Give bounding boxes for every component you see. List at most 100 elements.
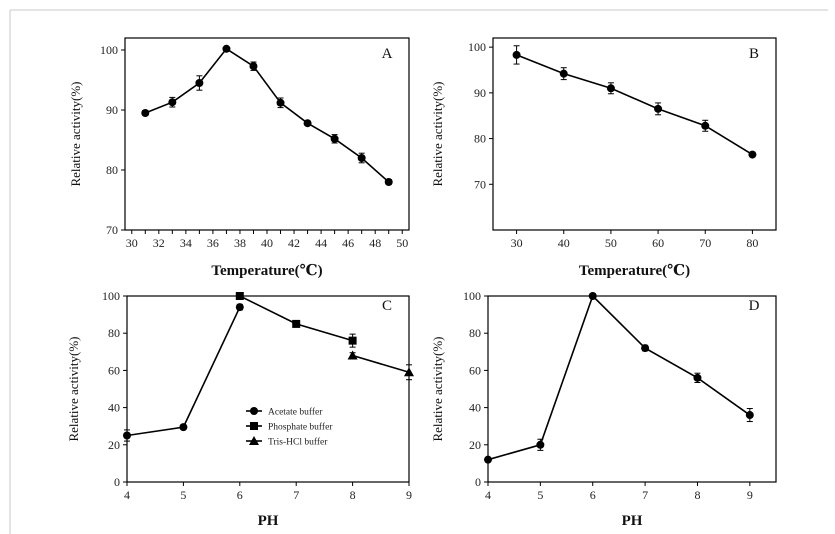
x-tick-label: 40: [558, 236, 570, 250]
y-tick-label: 90: [106, 103, 118, 117]
x-axis-title: PH: [622, 513, 643, 529]
series-line: [517, 55, 753, 155]
series-circle: [123, 303, 244, 441]
series-circle: [484, 292, 754, 464]
x-tick-label: 50: [605, 236, 617, 250]
data-point: [179, 423, 187, 431]
data-point: [141, 109, 149, 117]
x-tick-label: 80: [746, 236, 758, 250]
legend-entry: Tris-HCl buffer: [268, 437, 328, 448]
y-tick-label: 90: [474, 86, 486, 100]
data-point: [693, 374, 701, 382]
x-tick-label: 4: [485, 488, 491, 502]
panel-label: D: [749, 298, 760, 314]
legend-entry: Acetate buffer: [268, 407, 323, 418]
chart-panels: 30 32 34 36 38 40 42 44 46 48 50708090100Temperatu…: [66, 38, 776, 529]
y-axis-title: Relative activity(%): [68, 81, 83, 186]
y-tick-label: 20: [108, 438, 120, 452]
data-point: [168, 98, 176, 106]
x-axis-title: Temperature(℃): [211, 263, 322, 279]
y-tick-label: 0: [114, 475, 120, 489]
chart-panel-a: 30 32 34 36 38 40 42 44 46 48 50 70 80 90 100 Temperatu…: [68, 38, 409, 279]
x-tick-label: 34: [180, 236, 192, 250]
y-tick-label: 60: [469, 363, 481, 377]
data-point: [484, 456, 492, 464]
x-tick-label: 6: [590, 488, 596, 502]
data-point: [249, 62, 257, 70]
x-tick-label: 38: [234, 236, 246, 250]
data-point: [536, 441, 544, 449]
data-point: [607, 84, 615, 92]
data-point: [358, 154, 366, 162]
series-line: [240, 296, 353, 341]
legend-entry: Phosphate buffer: [268, 422, 333, 433]
x-tick-label: 5: [537, 488, 543, 502]
x-tick-label: 32: [153, 236, 165, 250]
y-axis-title: Relative activity(%): [430, 81, 445, 186]
data-point: [589, 292, 597, 300]
y-tick-label: 100: [102, 289, 120, 303]
data-point: [236, 292, 244, 300]
x-tick-label: 30: [511, 236, 523, 250]
plot-frame: [488, 296, 776, 482]
x-tick-label: 60: [652, 236, 664, 250]
series-line: [127, 307, 240, 435]
x-tick-label: 9: [747, 488, 753, 502]
x-tick-label: 6: [237, 488, 243, 502]
y-tick-label: 100: [100, 43, 118, 57]
data-point: [348, 351, 358, 360]
legend: Acetate buffer Phosphate buffer Tris-HCl b…: [246, 407, 333, 448]
y-tick-label: 100: [468, 40, 486, 54]
x-tick-label: 40: [261, 236, 273, 250]
y-tick-label: 40: [108, 401, 120, 415]
series-circle: [141, 45, 392, 186]
plot-frame: [493, 38, 776, 230]
x-tick-label: 4: [124, 488, 130, 502]
data-point: [222, 45, 230, 53]
y-tick-label: 70: [106, 223, 118, 237]
chart-panel-b: 30 40 50 60 70 80 70 80 90 100 Temperature(℃) Relat…: [430, 38, 776, 279]
data-point: [331, 135, 339, 143]
y-tick-label: 40: [469, 401, 481, 415]
data-point: [641, 344, 649, 352]
data-point: [349, 337, 357, 345]
x-tick-label: 42: [288, 236, 300, 250]
panel-label: C: [382, 298, 392, 314]
x-tick-label: 9: [406, 488, 412, 502]
x-tick-label: 30: [126, 236, 138, 250]
x-axis-title: PH: [258, 513, 279, 529]
y-axis-title: Relative activity(%): [430, 336, 445, 441]
data-point: [560, 70, 568, 78]
data-point: [123, 432, 131, 440]
y-axis-title: Relative activity(%): [66, 336, 81, 441]
x-tick-label: 7: [293, 488, 299, 502]
y-tick-label: 0: [475, 475, 481, 489]
y-tick-label: 80: [469, 326, 481, 340]
legend-marker: [250, 422, 258, 430]
y-tick-label: 100: [463, 289, 481, 303]
series-triangle: [348, 351, 414, 380]
data-point: [236, 303, 244, 311]
y-tick-label: 70: [474, 177, 486, 191]
x-tick-label: 44: [315, 236, 327, 250]
x-tick-label: 70: [699, 236, 711, 250]
data-point: [195, 79, 203, 87]
data-point: [746, 411, 754, 419]
x-tick-label: 46: [342, 236, 354, 250]
x-tick-label: 5: [180, 488, 186, 502]
y-tick-label: 80: [106, 163, 118, 177]
data-point: [748, 151, 756, 159]
y-tick-label: 80: [108, 326, 120, 340]
legend-marker: [250, 407, 258, 415]
x-tick-label: 36: [207, 236, 219, 250]
data-point: [304, 119, 312, 127]
series-line: [488, 296, 750, 460]
data-point: [385, 178, 393, 186]
x-tick-label: 8: [694, 488, 700, 502]
y-tick-label: 60: [108, 363, 120, 377]
data-point: [654, 105, 662, 113]
panel-label: A: [382, 46, 393, 62]
data-point: [513, 51, 521, 59]
y-tick-label: 20: [469, 438, 481, 452]
